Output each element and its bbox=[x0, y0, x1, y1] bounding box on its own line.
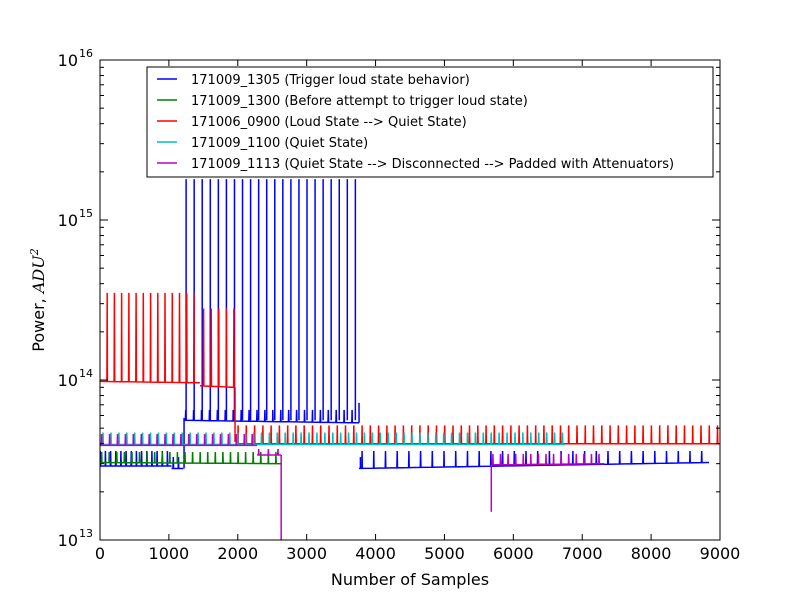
plot-frame bbox=[99, 59, 721, 541]
legend-box bbox=[146, 66, 714, 178]
series-line-segment bbox=[171, 456, 184, 470]
y-tick-label: 10 bbox=[58, 531, 78, 550]
series-line-segment bbox=[491, 453, 605, 466]
y-axis-label: Power, ADU2 bbox=[28, 248, 49, 351]
series-layer bbox=[100, 179, 720, 540]
series-3 bbox=[100, 292, 720, 445]
series-line-segment bbox=[100, 433, 258, 447]
y-axis-label-unit: ADU bbox=[29, 255, 48, 295]
y-tick-label-exponent: 14 bbox=[79, 367, 93, 380]
series-line-segment bbox=[199, 308, 235, 389]
legend-entry-label: 171009_1305 (Trigger loud state behavior… bbox=[191, 73, 470, 88]
y-axis-label-prefix: Power, bbox=[29, 293, 48, 352]
x-tick-label: 4000 bbox=[355, 544, 396, 563]
x-tick-label: 8000 bbox=[631, 544, 672, 563]
x-tick-label: 6000 bbox=[493, 544, 534, 563]
series-line-segment bbox=[100, 432, 565, 446]
x-tick-label: 5000 bbox=[424, 544, 465, 563]
series-line-segment bbox=[184, 409, 360, 424]
series-line-segment bbox=[236, 425, 720, 445]
x-tick-label: 0 bbox=[95, 544, 105, 563]
series-line-segment bbox=[100, 451, 282, 465]
legend-entry-label: 171009_1100 (Quiet State) bbox=[191, 136, 368, 151]
y-tick-label-exponent: 16 bbox=[79, 47, 93, 60]
y-tick-label-exponent: 15 bbox=[79, 207, 93, 220]
x-tick-label: 2000 bbox=[217, 544, 258, 563]
series-2 bbox=[100, 451, 282, 465]
y-tick-label: 10 bbox=[58, 371, 78, 390]
y-tick-label: 10 bbox=[58, 211, 78, 230]
series-4 bbox=[100, 432, 565, 446]
x-tick-label: 1000 bbox=[149, 544, 190, 563]
series-line-segment bbox=[100, 292, 200, 384]
x-tick-label: 7000 bbox=[562, 544, 603, 563]
legend-entry-label: 171009_1113 (Quiet State --> Disconnecte… bbox=[191, 157, 674, 172]
series-line-segment bbox=[257, 449, 282, 456]
legend-entry-label: 171009_1300 (Before attempt to trigger l… bbox=[191, 94, 528, 109]
legend: 171009_1305 (Trigger loud state behavior… bbox=[146, 66, 714, 178]
y-tick-label: 10 bbox=[58, 51, 78, 70]
x-axis-label: Number of Samples bbox=[331, 570, 489, 589]
series-5 bbox=[100, 433, 605, 540]
y-tick-label-exponent: 13 bbox=[79, 527, 93, 540]
y-axis-label-unit-exp: 2 bbox=[28, 248, 41, 256]
series-line-segment bbox=[100, 450, 172, 467]
x-tick-label: 3000 bbox=[286, 544, 327, 563]
series-line-segment bbox=[358, 450, 710, 470]
legend-entry-label: 171006_0900 (Loud State --> Quiet State) bbox=[191, 115, 467, 130]
x-tick-label: 9000 bbox=[700, 544, 741, 563]
